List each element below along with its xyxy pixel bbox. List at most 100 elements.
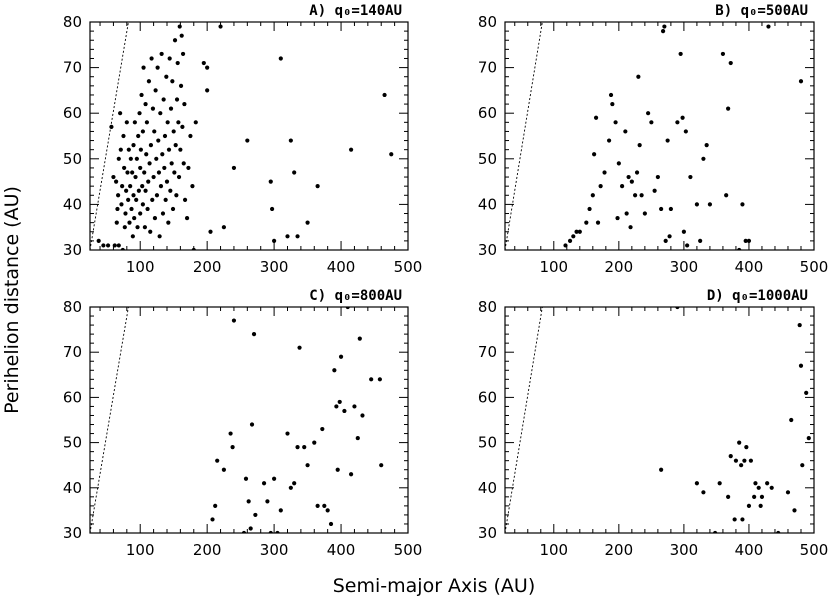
data-point bbox=[789, 417, 794, 423]
data-point bbox=[278, 508, 283, 513]
y-tick-label: 80 bbox=[63, 298, 82, 316]
reference-line bbox=[505, 22, 543, 250]
data-point bbox=[332, 368, 337, 373]
data-point bbox=[150, 106, 156, 111]
data-point bbox=[116, 156, 121, 161]
data-point bbox=[369, 377, 374, 382]
data-point bbox=[126, 197, 131, 202]
plot-frame bbox=[89, 306, 409, 534]
data-point bbox=[210, 517, 215, 522]
data-point bbox=[149, 56, 154, 61]
x-tick-label: 200 bbox=[193, 258, 222, 276]
data-point bbox=[345, 307, 350, 310]
data-point bbox=[295, 445, 300, 450]
data-point bbox=[118, 147, 123, 152]
data-point bbox=[231, 165, 237, 171]
data-point bbox=[141, 65, 146, 70]
y-tick-label: 80 bbox=[478, 13, 497, 31]
data-point bbox=[181, 161, 186, 166]
data-point bbox=[593, 115, 599, 120]
data-point bbox=[717, 481, 722, 486]
data-point bbox=[587, 206, 592, 212]
data-point bbox=[164, 74, 169, 79]
x-tick-label: 100 bbox=[539, 541, 568, 559]
data-point bbox=[138, 165, 143, 171]
data-point bbox=[766, 24, 771, 29]
data-point bbox=[245, 138, 250, 143]
y-tick-label: 60 bbox=[478, 104, 497, 122]
x-tick-label: 400 bbox=[735, 258, 764, 276]
y-axis-title: Perihelion distance (AU) bbox=[1, 186, 23, 414]
data-point bbox=[348, 147, 354, 152]
x-tick-label: 300 bbox=[670, 258, 699, 276]
data-point bbox=[261, 481, 267, 486]
data-point bbox=[590, 193, 595, 198]
y-tick-label: 30 bbox=[478, 241, 497, 259]
data-point bbox=[152, 215, 158, 221]
data-point bbox=[800, 463, 805, 468]
x-tick-label: 300 bbox=[260, 541, 289, 559]
y-tick-label: 60 bbox=[63, 104, 82, 122]
data-point bbox=[122, 165, 127, 171]
data-point bbox=[178, 83, 184, 88]
data-point bbox=[285, 431, 290, 436]
data-point bbox=[634, 170, 640, 175]
data-point bbox=[165, 120, 170, 125]
data-point bbox=[798, 79, 804, 84]
data-point bbox=[186, 165, 191, 171]
data-point bbox=[127, 220, 132, 225]
data-points bbox=[659, 307, 811, 533]
data-point bbox=[265, 499, 270, 504]
data-point bbox=[563, 243, 568, 248]
data-point bbox=[142, 225, 147, 230]
data-point bbox=[146, 79, 152, 84]
data-point bbox=[138, 211, 143, 216]
data-point bbox=[230, 445, 235, 450]
panel-label: A) q₀=140AU bbox=[309, 3, 402, 19]
data-point bbox=[174, 97, 180, 102]
data-point bbox=[246, 499, 251, 504]
data-point bbox=[337, 399, 342, 405]
data-point bbox=[312, 440, 317, 445]
data-point bbox=[776, 530, 781, 533]
data-point bbox=[157, 234, 162, 239]
data-point bbox=[615, 215, 620, 221]
x-tick-label: 100 bbox=[126, 258, 155, 276]
data-point bbox=[662, 24, 667, 29]
data-point bbox=[96, 238, 101, 243]
data-point bbox=[740, 517, 745, 522]
x-tick-label: 300 bbox=[670, 541, 699, 559]
data-point bbox=[136, 133, 141, 139]
data-point bbox=[680, 115, 685, 120]
data-point bbox=[129, 206, 134, 212]
data-point bbox=[179, 33, 184, 38]
data-point bbox=[251, 332, 257, 337]
data-point bbox=[584, 220, 589, 225]
data-point bbox=[162, 133, 168, 139]
data-point bbox=[357, 336, 362, 341]
y-tick-label: 40 bbox=[63, 195, 82, 213]
data-point bbox=[166, 147, 172, 152]
data-point bbox=[116, 243, 121, 248]
reference-line bbox=[505, 307, 543, 533]
data-point bbox=[616, 161, 621, 166]
data-point bbox=[292, 170, 297, 175]
data-point bbox=[124, 188, 129, 193]
data-point bbox=[733, 458, 739, 463]
data-point bbox=[145, 206, 150, 212]
data-point bbox=[182, 101, 187, 107]
data-point bbox=[315, 503, 320, 508]
data-point bbox=[109, 124, 114, 129]
data-point bbox=[158, 111, 163, 116]
data-point bbox=[172, 38, 178, 43]
data-point bbox=[797, 322, 802, 328]
data-point bbox=[150, 197, 155, 202]
data-point bbox=[124, 120, 129, 125]
data-point bbox=[675, 120, 680, 125]
data-point bbox=[249, 422, 255, 427]
data-point bbox=[649, 120, 654, 125]
data-point bbox=[221, 467, 226, 472]
data-point bbox=[628, 225, 633, 230]
data-point bbox=[325, 508, 330, 513]
x-tick-label: 100 bbox=[539, 258, 568, 276]
